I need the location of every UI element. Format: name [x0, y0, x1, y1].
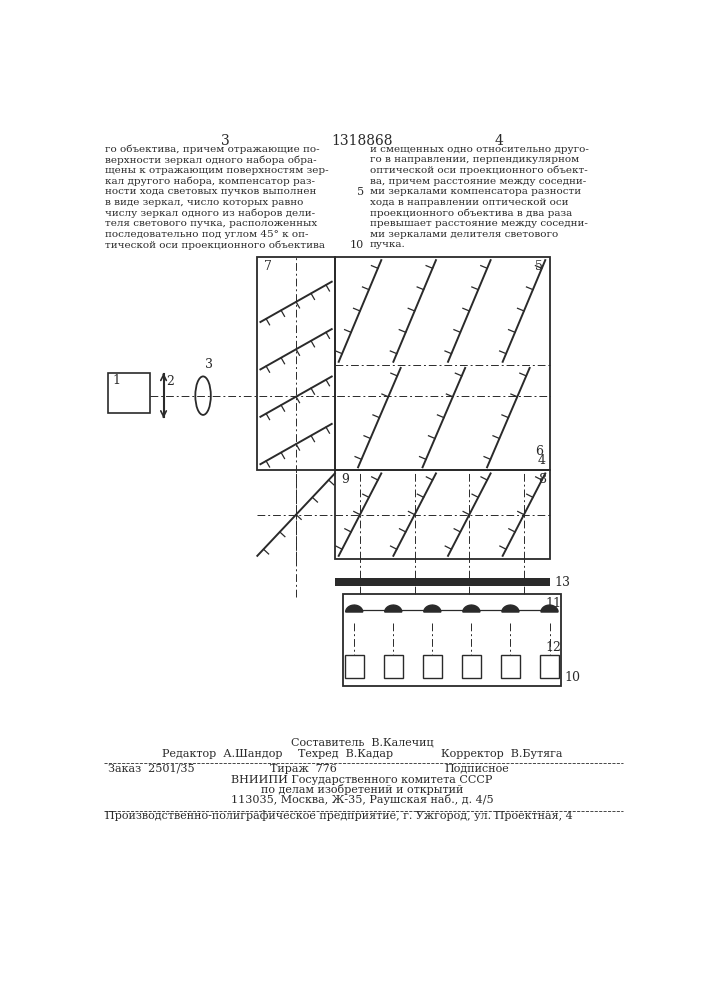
Text: ности хода световых пучков выполнен: ности хода световых пучков выполнен — [105, 187, 317, 196]
Text: ВНИИПИ Государственного комитета СССР: ВНИИПИ Государственного комитета СССР — [231, 775, 493, 785]
Text: числу зеркал одного из наборов дели-: числу зеркал одного из наборов дели- — [105, 208, 315, 218]
Text: кал другого набора, компенсатор раз-: кал другого набора, компенсатор раз- — [105, 177, 315, 186]
Text: 8: 8 — [538, 473, 546, 486]
Text: го в направлении, перпендикулярном: го в направлении, перпендикулярном — [370, 155, 579, 164]
Text: 1318868: 1318868 — [331, 134, 392, 148]
Bar — [343, 594, 561, 686]
Text: превышает расстояние между соседни-: превышает расстояние между соседни- — [370, 219, 588, 228]
Text: оптической оси проекционного объект-: оптической оси проекционного объект- — [370, 166, 588, 175]
Bar — [344, 655, 364, 678]
Bar — [423, 655, 442, 678]
Polygon shape — [541, 605, 558, 612]
Text: 1: 1 — [112, 374, 120, 387]
Text: 5: 5 — [534, 260, 543, 273]
Bar — [384, 655, 403, 678]
Text: 10: 10 — [564, 671, 580, 684]
Bar — [335, 257, 550, 470]
Bar — [257, 257, 335, 470]
Text: проекционного объектива в два раза: проекционного объектива в два раза — [370, 208, 572, 218]
Text: по делам изобретений и открытий: по делам изобретений и открытий — [261, 784, 463, 795]
Text: щены к отражающим поверхностям зер-: щены к отражающим поверхностям зер- — [105, 166, 329, 175]
Bar — [107, 373, 151, 413]
Text: Составитель  В.Калечиц: Составитель В.Калечиц — [291, 738, 433, 748]
Text: тической оси проекционного объектива: тической оси проекционного объектива — [105, 240, 325, 250]
Text: 6: 6 — [534, 445, 543, 458]
Text: теля светового пучка, расположенных: теля светового пучка, расположенных — [105, 219, 317, 228]
Text: Производственно-полиграфическое предприятие, г. Ужгород, ул. Проектная, 4: Производственно-полиграфическое предприя… — [105, 810, 573, 821]
Polygon shape — [346, 605, 363, 612]
Text: Техред  В.Кадар: Техред В.Кадар — [298, 749, 393, 759]
Text: последовательно под углом 45° к оп-: последовательно под углом 45° к оп- — [105, 230, 309, 239]
Polygon shape — [502, 605, 519, 612]
Bar — [335, 578, 550, 586]
Bar — [462, 655, 481, 678]
Bar — [540, 655, 559, 678]
Polygon shape — [423, 605, 441, 612]
Text: 13: 13 — [554, 576, 570, 588]
Text: 10: 10 — [350, 240, 364, 250]
Bar — [501, 655, 520, 678]
Text: 3: 3 — [221, 134, 230, 148]
Text: Подписное: Подписное — [445, 764, 510, 774]
Text: 113035, Москва, Ж-35, Раушская наб., д. 4/5: 113035, Москва, Ж-35, Раушская наб., д. … — [230, 794, 493, 805]
Polygon shape — [385, 605, 402, 612]
Polygon shape — [463, 605, 480, 612]
Text: 12: 12 — [546, 641, 561, 654]
Text: 4: 4 — [495, 134, 503, 148]
Text: ми зеркалами компенсатора разности: ми зеркалами компенсатора разности — [370, 187, 581, 196]
Text: Корректор  В.Бутяга: Корректор В.Бутяга — [441, 749, 563, 759]
Text: верхности зеркал одного набора обра-: верхности зеркал одного набора обра- — [105, 155, 317, 165]
Bar — [335, 470, 550, 559]
Text: го объектива, причем отражающие по-: го объектива, причем отражающие по- — [105, 145, 320, 154]
Text: ми зеркалами делителя светового: ми зеркалами делителя светового — [370, 230, 558, 239]
Text: 4: 4 — [538, 454, 546, 467]
Text: 7: 7 — [264, 260, 271, 273]
Text: Редактор  А.Шандор: Редактор А.Шандор — [162, 749, 283, 759]
Text: 11: 11 — [546, 597, 561, 610]
Text: пучка.: пучка. — [370, 240, 405, 249]
Text: 9: 9 — [341, 473, 349, 486]
Text: Тираж  776: Тираж 776 — [271, 764, 337, 774]
Text: Заказ  2501/35: Заказ 2501/35 — [107, 764, 194, 774]
Text: хода в направлении оптической оси: хода в направлении оптической оси — [370, 198, 568, 207]
Text: 2: 2 — [167, 375, 175, 388]
Text: ва, причем расстояние между соседни-: ва, причем расстояние между соседни- — [370, 177, 586, 186]
Text: 3: 3 — [204, 358, 213, 371]
Text: 5: 5 — [357, 187, 364, 197]
Text: и смещенных одно относительно друго-: и смещенных одно относительно друго- — [370, 145, 588, 154]
Text: в виде зеркал, число которых равно: в виде зеркал, число которых равно — [105, 198, 304, 207]
